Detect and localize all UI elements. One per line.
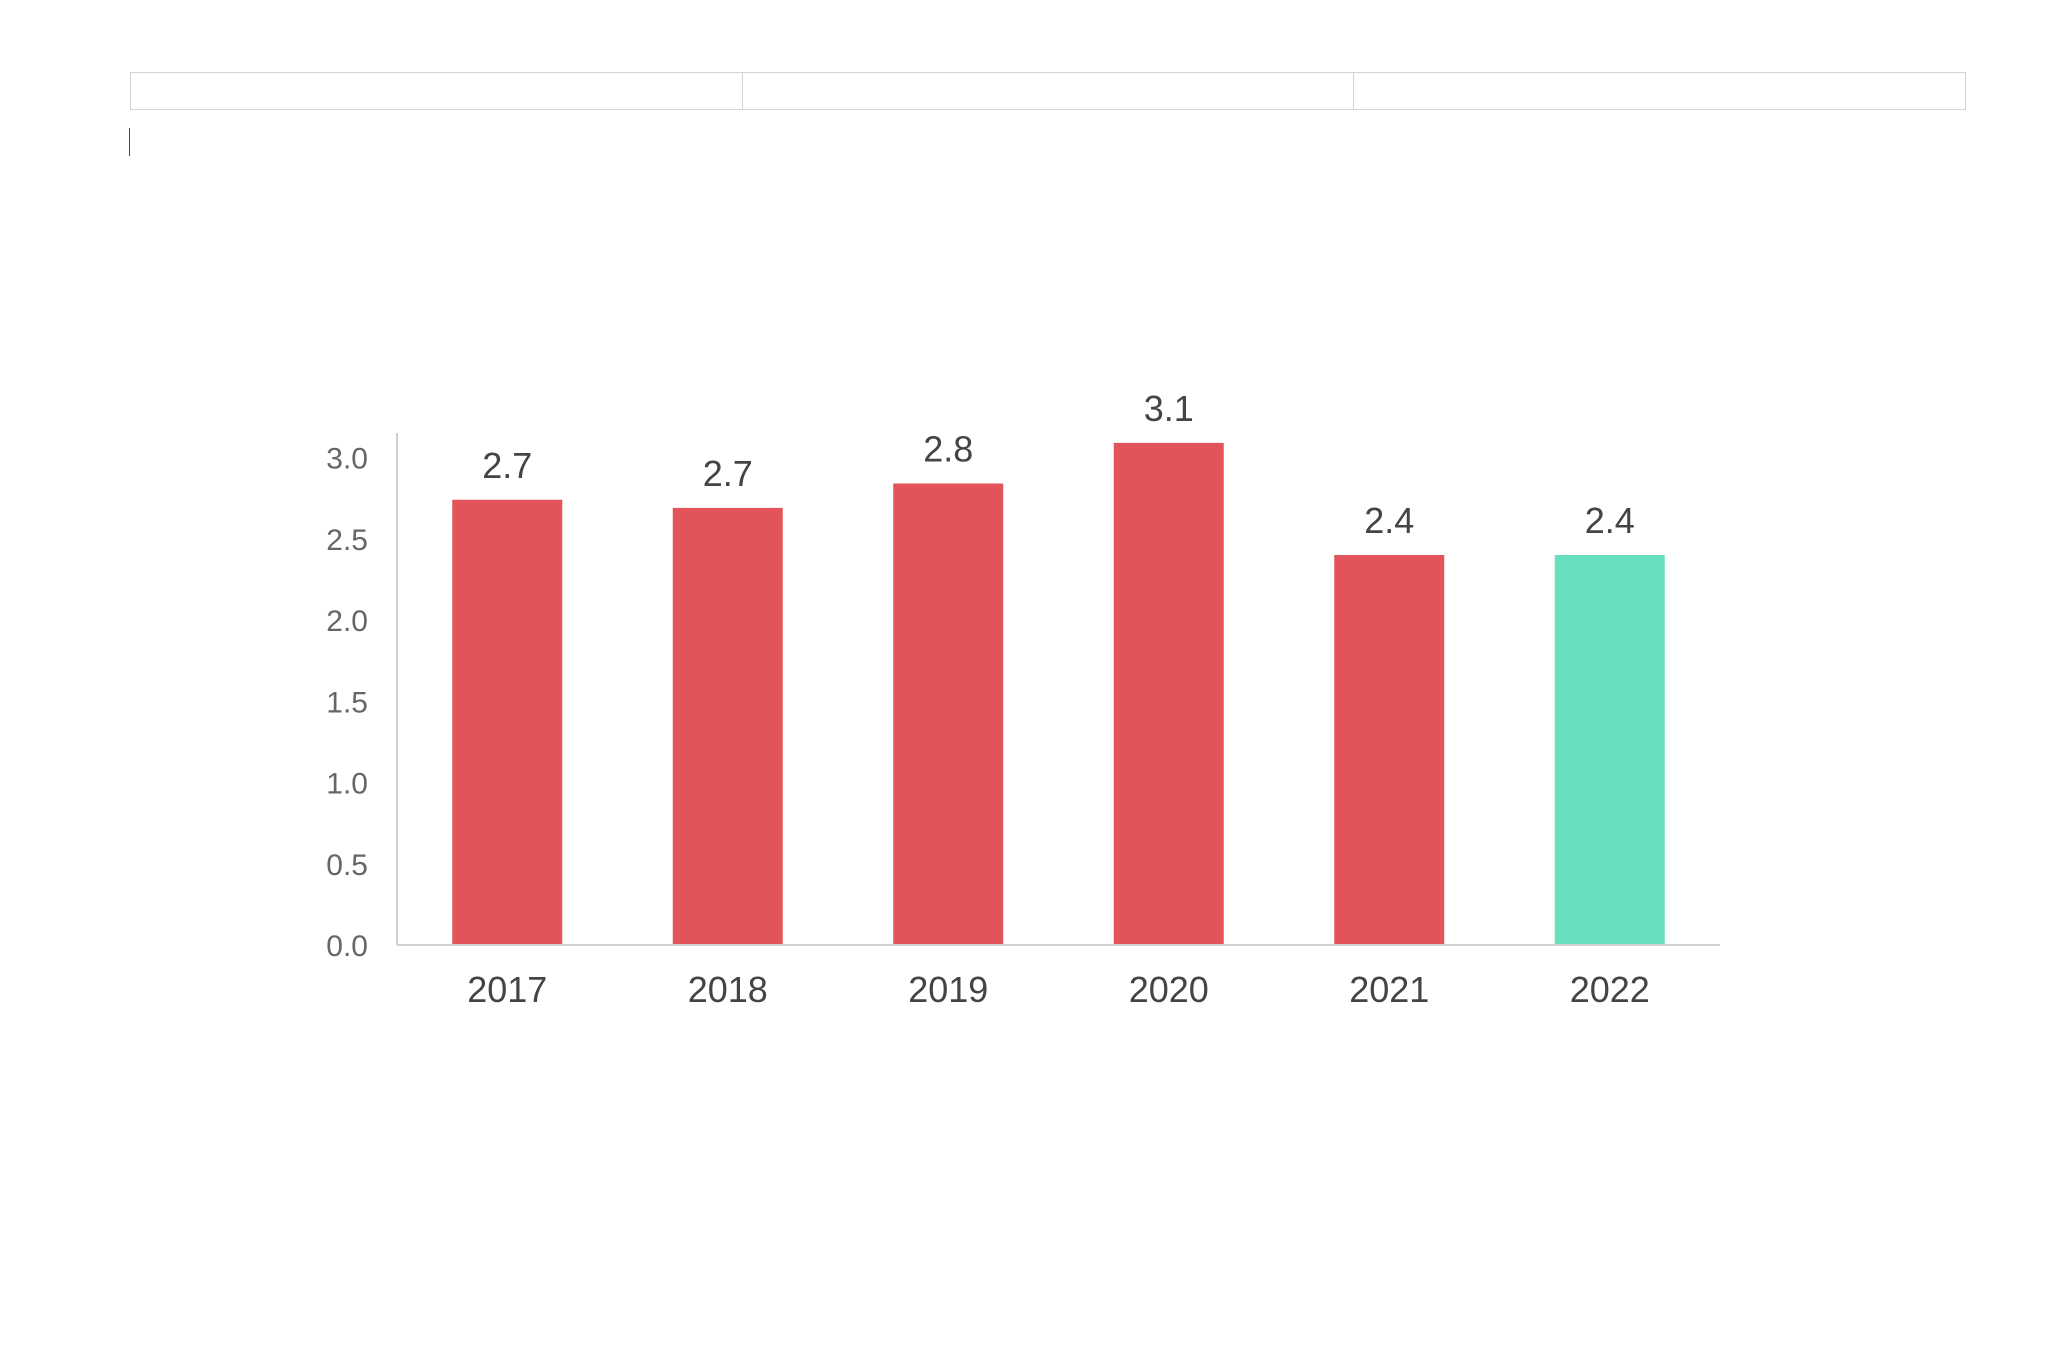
data-label: 2.4 [1585,500,1635,541]
data-label: 3.1 [1144,388,1194,429]
x-tick-label: 2018 [688,969,768,1010]
data-labels: 2.7 2.7 2.8 3.1 2.4 2.4 [482,388,1635,541]
bar-2019[interactable] [893,483,1004,946]
y-tick-label: 0.5 [326,849,368,882]
table-cell[interactable] [131,73,743,109]
y-tick-label: 3.0 [326,443,368,476]
y-tick-label: 2.0 [326,605,368,638]
y-axis: 0.0 0.5 1.0 1.5 2.0 2.5 3.0 [326,433,398,963]
data-label: 2.7 [482,445,532,486]
bar-2018[interactable] [672,507,783,945]
x-tick-label: 2021 [1349,969,1429,1010]
x-tick-label: 2019 [908,969,988,1010]
bar-2020[interactable] [1113,442,1224,945]
x-tick-label: 2020 [1129,969,1209,1010]
data-label: 2.4 [1364,500,1414,541]
data-label: 2.8 [923,429,973,470]
bar-2021[interactable] [1334,555,1445,945]
y-tick-label: 2.5 [326,524,368,557]
document-table [130,72,1966,110]
data-label: 2.7 [703,453,753,494]
y-tick-label: 1.0 [326,768,368,801]
bars [452,442,1665,946]
y-tick-label: 0.0 [326,930,368,963]
y-tick-label: 1.5 [326,686,368,719]
x-axis: 2017 2018 2019 2020 2021 2022 [397,944,1720,1010]
x-tick-label: 2022 [1570,969,1650,1010]
x-tick-label: 2017 [467,969,547,1010]
bar-2017[interactable] [452,499,563,945]
table-cell[interactable] [743,73,1355,109]
bar-2022[interactable] [1554,555,1665,945]
text-cursor [129,128,130,156]
